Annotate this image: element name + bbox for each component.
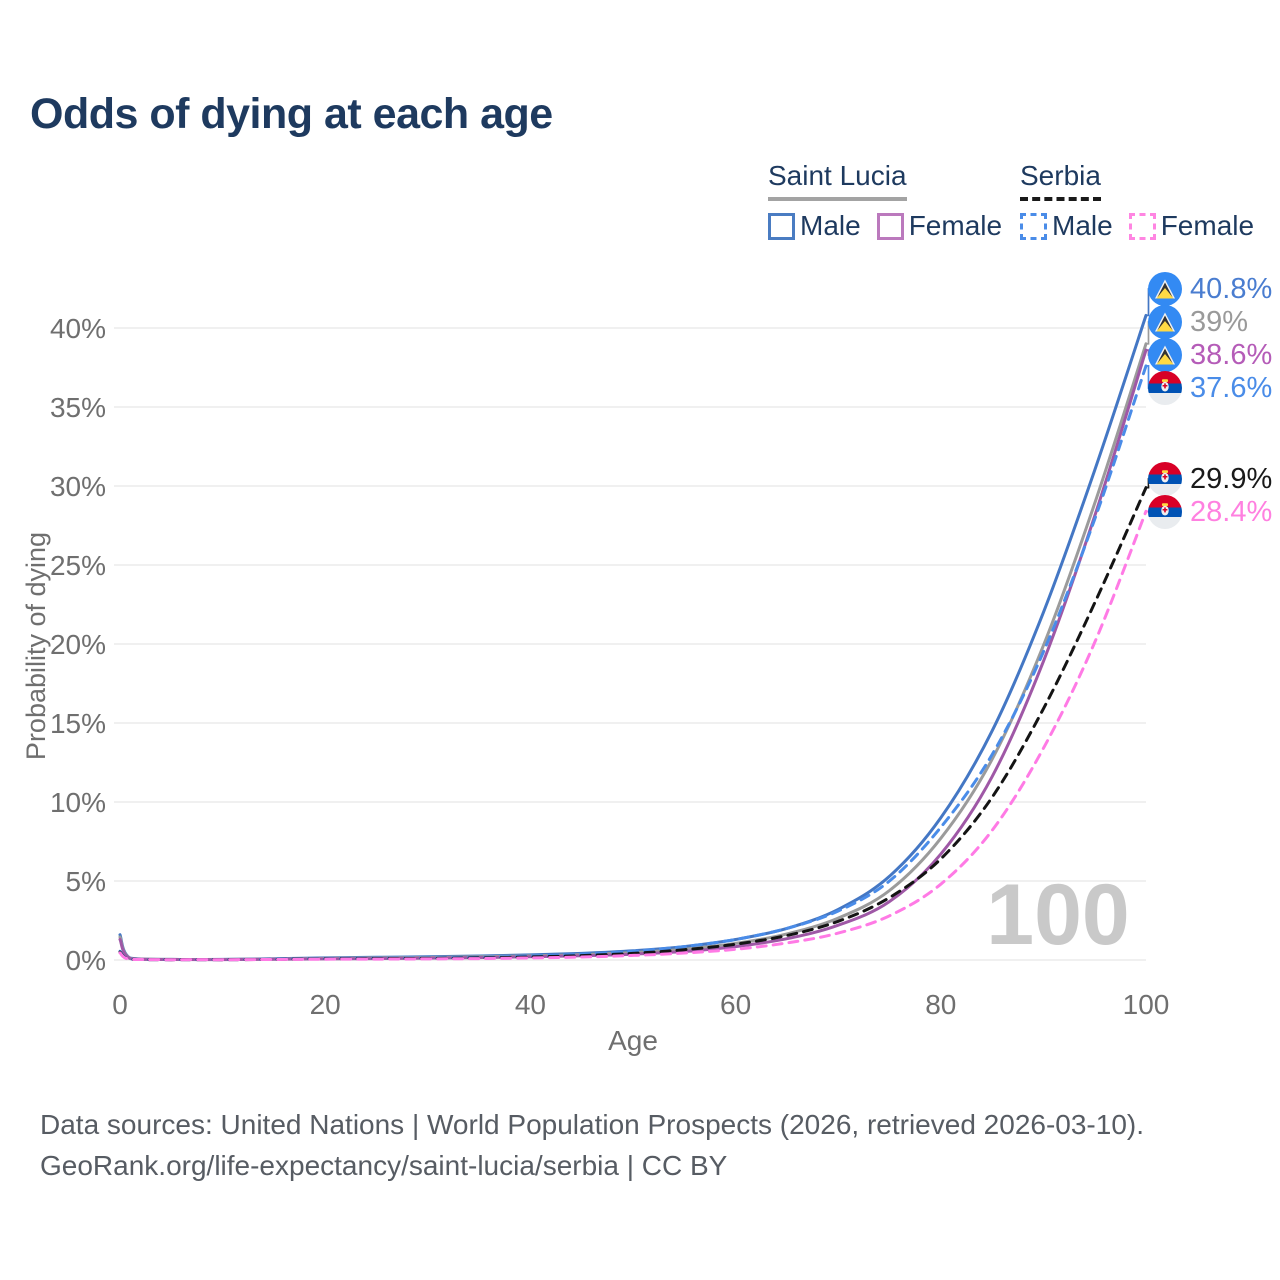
legend-country-serbia[interactable]: Serbia xyxy=(1020,160,1101,201)
y-axis-tick: 0% xyxy=(66,945,106,976)
watermark-age: 100 xyxy=(986,867,1130,963)
legend-group-saint-lucia: Saint Lucia Male Female xyxy=(768,160,1002,242)
y-axis-title: Probability of dying xyxy=(21,532,51,760)
legend-item-female-label[interactable]: Female xyxy=(908,210,1003,241)
x-axis-tick: 100 xyxy=(1123,989,1170,1020)
value-label-serbia-male: 37.6% xyxy=(1148,371,1272,405)
serbia-flag-icon xyxy=(1148,462,1182,496)
y-axis-tick: 30% xyxy=(50,471,106,502)
attribution-text: GeoRank.org/life-expectancy/saint-lucia/… xyxy=(40,1150,728,1181)
value-label-serbia-female: 28.4% xyxy=(1148,495,1272,529)
y-axis-tick: 25% xyxy=(50,550,106,581)
serbia-flag-icon xyxy=(1148,371,1182,405)
value-label-text: 40.8% xyxy=(1190,272,1273,305)
value-label-text: 28.4% xyxy=(1190,495,1273,528)
value-label-saint-lucia-female: 38.6% xyxy=(1148,338,1272,372)
saint-lucia-flag-icon xyxy=(1148,305,1182,339)
legend-swatch-serbia-male[interactable] xyxy=(1020,212,1047,240)
y-axis-tick: 5% xyxy=(66,866,106,897)
y-axis-tick: 40% xyxy=(50,313,106,344)
value-label-serbia-both: 29.9% xyxy=(1148,462,1272,496)
saint-lucia-flag-icon xyxy=(1148,272,1182,306)
x-axis-tick: 0 xyxy=(112,989,128,1020)
x-axis-tick: 40 xyxy=(515,989,546,1020)
value-label-text: 37.6% xyxy=(1190,371,1273,404)
legend-item-male-label[interactable]: Male xyxy=(800,210,861,241)
footer: Data sources: United Nations | World Pop… xyxy=(40,1104,1144,1186)
saint-lucia-flag-icon xyxy=(1148,338,1182,372)
y-axis-tick: 20% xyxy=(50,629,106,660)
serbia-flag-icon xyxy=(1148,495,1182,529)
y-axis-tick: 10% xyxy=(50,787,106,818)
value-label-text: 38.6% xyxy=(1190,338,1273,371)
legend-country-label: Saint Lucia xyxy=(768,160,907,191)
value-label-text: 29.9% xyxy=(1190,462,1273,495)
value-label-saint-lucia-both: 39% xyxy=(1148,305,1248,339)
x-axis-tick: 60 xyxy=(720,989,751,1020)
legend-item-female-label[interactable]: Female xyxy=(1160,210,1255,241)
legend-item-male-label[interactable]: Male xyxy=(1052,210,1113,241)
y-axis-tick: 35% xyxy=(50,392,106,423)
legend-group-serbia: Serbia Male Female xyxy=(1020,160,1254,242)
legend-country-label: Serbia xyxy=(1020,160,1101,191)
x-axis-tick: 80 xyxy=(925,989,956,1020)
value-label-text: 39% xyxy=(1190,305,1249,338)
page-title: Odds of dying at each age xyxy=(30,90,553,138)
x-axis-title: Age xyxy=(608,1025,658,1056)
legend-swatch-saint-lucia-male[interactable] xyxy=(768,212,795,240)
data-sources-text: Data sources: United Nations | World Pop… xyxy=(40,1109,1145,1140)
series-line-saint-lucia-male[interactable] xyxy=(118,313,1148,962)
x-axis-tick: 20 xyxy=(310,989,341,1020)
y-axis-tick: 15% xyxy=(50,708,106,739)
legend-swatch-serbia-female[interactable] xyxy=(1128,212,1156,240)
series-line-serbia-female[interactable] xyxy=(118,509,1148,962)
legend-swatch-saint-lucia-female[interactable] xyxy=(876,212,904,240)
value-label-saint-lucia-male: 40.8% xyxy=(1148,272,1272,306)
legend-country-saint-lucia[interactable]: Saint Lucia xyxy=(768,160,907,201)
